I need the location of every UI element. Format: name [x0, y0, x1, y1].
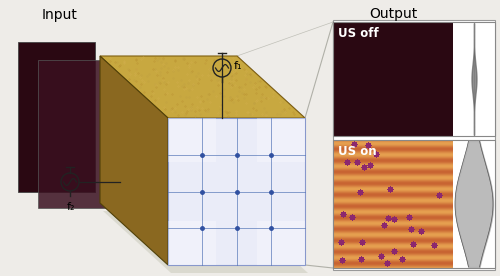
Polygon shape — [100, 56, 168, 265]
Bar — [453, 140, 495, 268]
Polygon shape — [103, 211, 308, 273]
Polygon shape — [168, 221, 216, 265]
Polygon shape — [237, 56, 305, 265]
Bar — [333, 20, 495, 270]
Text: f₁: f₁ — [234, 61, 242, 71]
Polygon shape — [18, 42, 95, 192]
Polygon shape — [237, 56, 305, 265]
Text: f₂: f₂ — [67, 202, 76, 212]
Polygon shape — [100, 56, 305, 118]
Bar — [333, 22, 453, 136]
Bar — [453, 22, 495, 136]
Polygon shape — [168, 118, 305, 265]
Text: US off: US off — [338, 27, 379, 40]
Bar — [333, 22, 495, 136]
Bar — [333, 140, 495, 268]
Polygon shape — [257, 118, 305, 162]
Text: Input: Input — [42, 8, 78, 22]
Text: US on: US on — [338, 145, 376, 158]
Polygon shape — [257, 221, 305, 265]
Text: Output: Output — [369, 7, 417, 21]
Polygon shape — [38, 60, 115, 208]
Polygon shape — [168, 118, 216, 162]
